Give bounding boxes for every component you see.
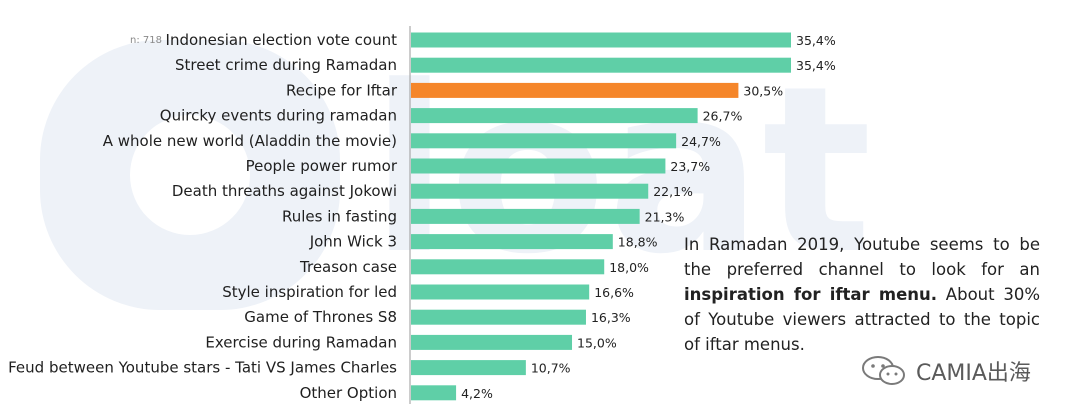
category-label-10: Style inspiration for led — [222, 283, 397, 301]
category-label-0: Indonesian election vote count — [166, 31, 398, 49]
value-label-13: 10,7% — [531, 361, 571, 376]
bar-11 — [411, 309, 586, 325]
value-label-4: 24,7% — [681, 134, 721, 149]
bar-2 — [411, 82, 739, 98]
value-label-9: 18,0% — [609, 260, 649, 275]
bar-3 — [411, 108, 698, 124]
value-label-6: 22,1% — [653, 184, 693, 199]
bar-0 — [411, 32, 791, 48]
annotation-highlight: inspiration for iftar menu. — [684, 285, 938, 304]
bar-6 — [411, 183, 649, 199]
value-label-12: 15,0% — [577, 335, 617, 350]
annotation-text: In Ramadan 2019, Youtube seems to be the… — [684, 232, 1040, 357]
category-label-12: Exercise during Ramadan — [205, 333, 397, 351]
bar-10 — [411, 284, 590, 300]
value-label-8: 18,8% — [618, 235, 658, 250]
value-label-2: 30,5% — [743, 83, 783, 98]
bars-group: Indonesian election vote count 35,4% Stree… — [8, 31, 836, 402]
value-label-5: 23,7% — [670, 159, 710, 174]
sample-size-note: n: 718 — [130, 35, 162, 46]
wechat-icon — [862, 356, 905, 385]
value-label-3: 26,7% — [703, 109, 743, 124]
category-label-3: Quircky events during ramadan — [160, 107, 397, 125]
bar-1 — [411, 57, 791, 73]
value-label-0: 35,4% — [796, 33, 836, 48]
brand-text: CAMIA出海 — [916, 361, 1031, 386]
category-label-1: Street crime during Ramadan — [175, 56, 397, 74]
category-label-2: Recipe for Iftar — [286, 81, 398, 99]
annotation-part2: About 30% of Youtube viewers attracted t… — [684, 285, 1040, 354]
category-label-13: Feud between Youtube stars - Tati VS Jam… — [8, 359, 397, 377]
value-label-10: 16,6% — [594, 285, 634, 300]
category-label-6: Death threaths against Jokowi — [172, 182, 397, 200]
bar-14 — [411, 385, 457, 401]
category-label-9: Treason case — [299, 258, 397, 276]
category-label-4: A whole new world (Aladdin the movie) — [103, 132, 397, 150]
value-label-11: 16,3% — [591, 310, 631, 325]
value-label-14: 4,2% — [461, 386, 493, 401]
annotation-part1: In Ramadan 2019, Youtube seems to be the… — [684, 235, 1040, 279]
bar-4 — [411, 133, 677, 149]
value-label-7: 21,3% — [645, 209, 685, 224]
category-label-5: People power rumor — [246, 157, 398, 175]
category-label-8: John Wick 3 — [309, 233, 397, 251]
brand-footer: CAMIA出海 — [860, 354, 1031, 388]
category-label-14: Other Option — [300, 384, 397, 402]
bar-12 — [411, 334, 573, 350]
bar-9 — [411, 259, 605, 275]
bar-5 — [411, 158, 666, 174]
category-label-7: Rules in fasting — [282, 207, 397, 225]
category-label-11: Game of Thrones S8 — [244, 308, 397, 326]
bar-13 — [411, 360, 526, 376]
value-label-1: 35,4% — [796, 58, 836, 73]
bar-8 — [411, 234, 613, 250]
bar-7 — [411, 208, 640, 224]
